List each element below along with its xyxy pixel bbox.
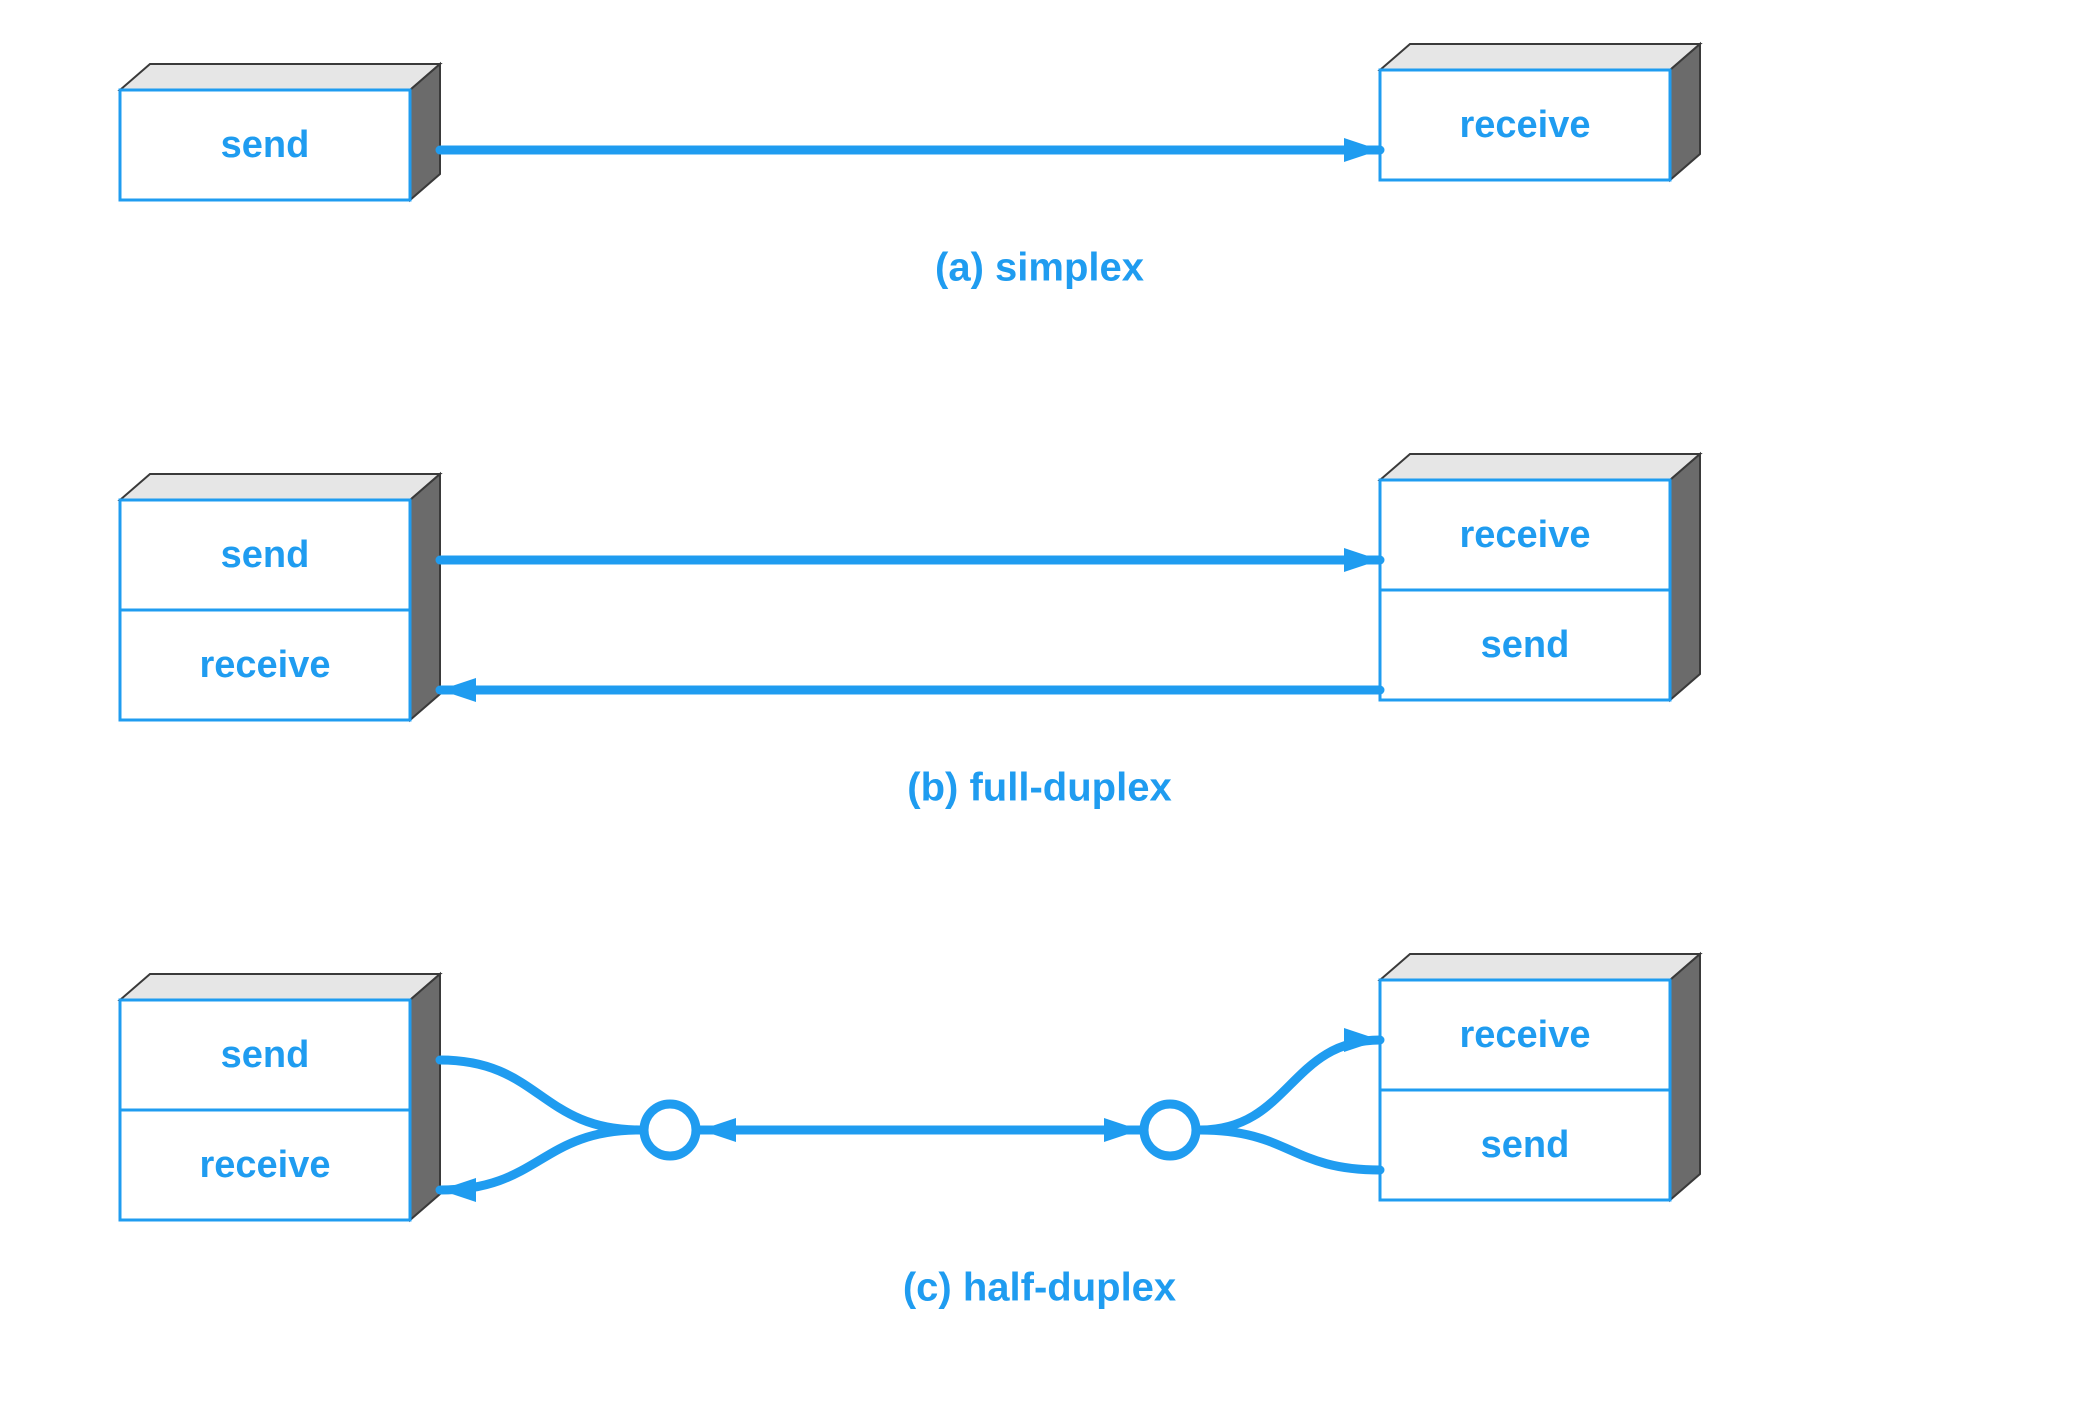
curve-path [440,1060,640,1130]
simplex-arrow-0 [440,138,1380,162]
caption-simplex: (a) simplex [935,246,1144,290]
curve-arrow-head [440,1178,476,1202]
box-top [120,974,440,1000]
curve-arrow-head [1344,1028,1380,1052]
simplex-right-box: receive [1380,44,1700,180]
box-top [1380,954,1700,980]
fullduplex-arrow-0 [440,548,1380,572]
arrow-head [1344,138,1380,162]
box-top [120,474,440,500]
box-label-send: send [1481,624,1570,666]
halfduplex-curve-right-out [1200,1130,1380,1170]
halfduplex-left-box: send receive [120,974,440,1220]
box-top [1380,44,1700,70]
fullduplex-right-box: receive send [1380,454,1700,700]
fullduplex-left-box: send receive [120,474,440,720]
halfduplex-curve-right-in [1200,1028,1380,1130]
box-label-send: send [221,1034,310,1076]
caption-halfduplex: (c) half-duplex [903,1266,1176,1310]
arrow-head [440,678,476,702]
box-label-receive: receive [1459,514,1590,556]
halfduplex-right-box: receive send [1380,954,1700,1200]
box-label-receive: receive [1459,1014,1590,1056]
caption-fullduplex: (b) full-duplex [907,766,1171,810]
arrow-head [1344,548,1380,572]
curve-path [1200,1130,1380,1170]
box-side [1670,454,1700,700]
halfduplex-junction-0 [644,1104,696,1156]
box-label-send: send [221,534,310,576]
box-label-receive: receive [199,1144,330,1186]
halfduplex-curve-left-in [440,1130,640,1202]
halfduplex-mid-arrow [700,1118,1140,1142]
halfduplex-curve-left-out [440,1060,640,1130]
fullduplex-arrow-1 [440,678,1380,702]
box-side [1670,954,1700,1200]
box-label-receive: receive [1459,104,1590,146]
halfduplex-junction-1 [1144,1104,1196,1156]
box-label-receive: receive [199,644,330,686]
box-side [410,474,440,720]
box-top [120,64,440,90]
arrow-head-left [700,1118,736,1142]
curve-path [1200,1040,1380,1130]
arrow-head-right [1104,1118,1140,1142]
box-top [1380,454,1700,480]
box-side [410,974,440,1220]
simplex-left-box: send [120,64,440,200]
box-label-send: send [1481,1124,1570,1166]
box-label-send: send [221,124,310,166]
